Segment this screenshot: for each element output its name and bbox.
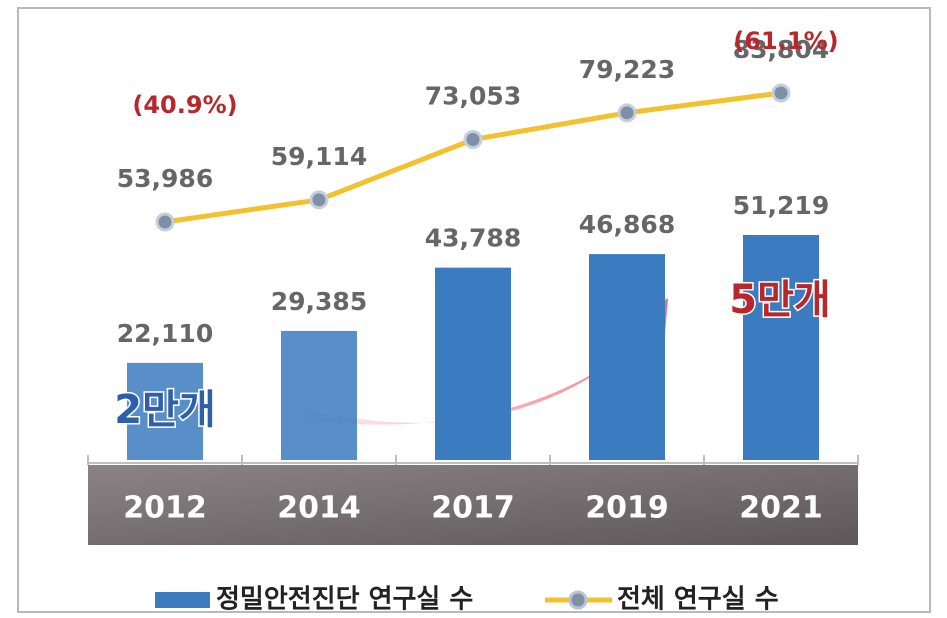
legend-label: 전체 연구실 수	[617, 585, 779, 615]
line-value-label: 59,114	[271, 142, 367, 171]
line-marker	[155, 212, 175, 232]
x-tick-label: 2012	[123, 491, 207, 526]
line-marker	[463, 130, 483, 150]
legend-marker	[568, 590, 588, 610]
bar	[127, 362, 203, 460]
bar	[743, 235, 819, 460]
x-tick-label: 2014	[277, 491, 361, 526]
bar	[435, 267, 511, 460]
line-marker	[617, 103, 637, 123]
line-value-label: 83,804	[733, 35, 829, 64]
bar	[589, 254, 665, 460]
x-tick-label: 2021	[739, 491, 823, 526]
line-value-label: 73,053	[425, 82, 521, 111]
line-value-label: 53,986	[117, 164, 213, 193]
bar-value-label: 22,110	[117, 319, 213, 348]
legend: 정밀안전진단 연구실 수 전체 연구실 수	[155, 585, 779, 615]
bar	[281, 330, 357, 460]
legend-swatch	[155, 592, 210, 608]
bar-value-label: 46,868	[579, 210, 675, 239]
frame	[17, 7, 931, 613]
line-series	[164, 90, 782, 225]
category-band	[88, 465, 858, 545]
bar-value-label: 43,788	[425, 224, 521, 253]
line-marker	[309, 190, 329, 210]
bar-value-label: 29,385	[271, 287, 367, 316]
bar-value-label: 51,219	[733, 191, 829, 220]
percent-annotation: (40.9%)	[132, 91, 237, 119]
line-value-label: 79,223	[579, 55, 675, 84]
percent-annotation: (61.1%)	[733, 27, 838, 55]
x-tick-label: 2017	[431, 491, 515, 526]
x-tick-label: 2019	[585, 491, 669, 526]
legend-label: 정밀안전진단 연구실 수	[216, 585, 473, 615]
line-marker	[771, 83, 791, 103]
count-annotation: 2만개	[114, 387, 215, 433]
count-annotation: 5만개	[729, 277, 830, 323]
